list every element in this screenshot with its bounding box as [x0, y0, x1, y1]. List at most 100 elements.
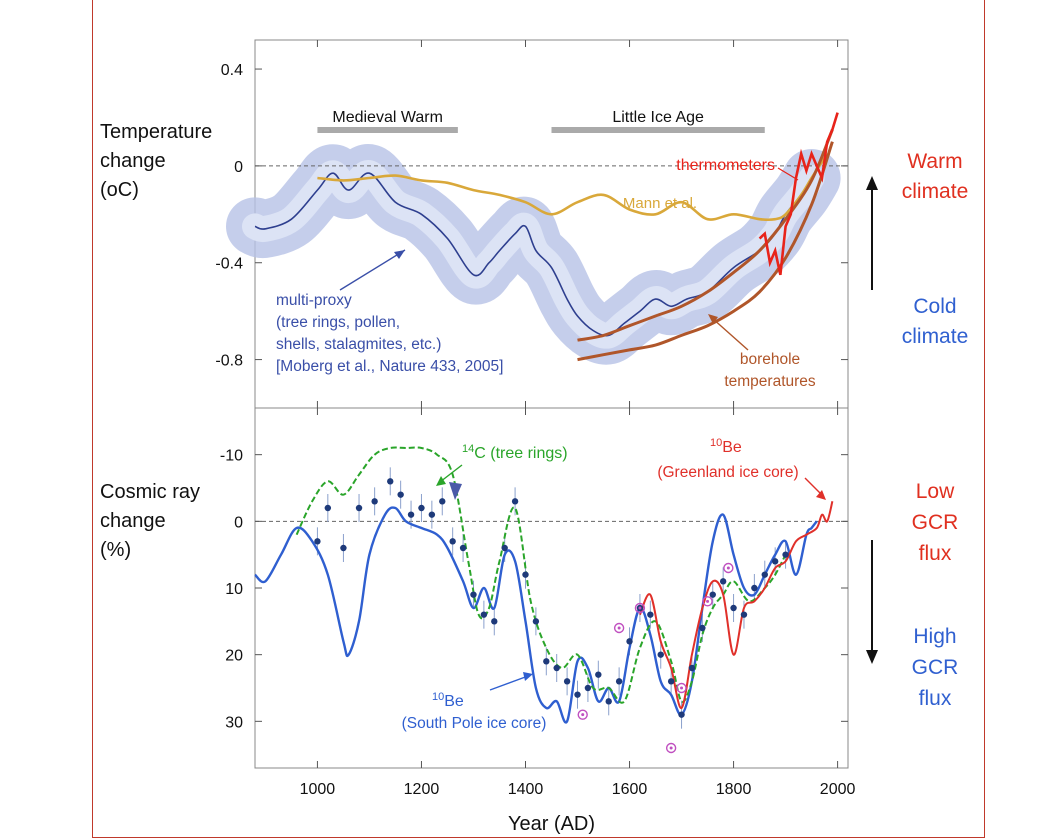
data-point	[771, 558, 779, 565]
top-y-tick-label: 0.4	[221, 62, 243, 79]
x-tick-label: 1800	[716, 781, 752, 798]
top-y-axis-title-line: change	[100, 150, 166, 172]
greenland-arrowhead	[816, 490, 826, 500]
data-point	[418, 504, 425, 512]
labels: Medieval Warm Little Ice Age thermometers M…	[100, 109, 968, 732]
c14-label: 14C (tree rings)	[462, 443, 568, 462]
borehole-line-upper	[577, 129, 834, 342]
data-point	[751, 584, 758, 592]
bottom-y-tick-label: 0	[234, 514, 243, 531]
data-point	[314, 538, 321, 545]
south-pole-pointer	[489, 675, 529, 691]
data-point	[605, 698, 612, 705]
data-point	[543, 658, 550, 665]
multi-proxy-line	[254, 172, 813, 337]
data-point	[678, 711, 685, 718]
bottom-y-tick-label: 30	[225, 714, 243, 731]
low-gcr-label: flux	[919, 542, 952, 565]
data-point	[459, 544, 467, 552]
top-y-axis-title-line: Temperature	[100, 121, 212, 143]
data-point	[511, 498, 519, 505]
x-tick-label: 1200	[404, 781, 440, 798]
x-tick-label: 1000	[300, 781, 336, 798]
magenta-point-center	[669, 746, 673, 750]
data-point	[761, 571, 768, 578]
data-point	[740, 611, 748, 618]
data-point	[387, 478, 394, 485]
data-point	[647, 611, 654, 618]
data-point	[355, 504, 363, 512]
high-gcr-label: High	[913, 625, 956, 648]
bottom-y-tick-label: 10	[225, 581, 243, 598]
data-point	[407, 511, 415, 518]
data-point	[324, 504, 332, 512]
data-point	[782, 551, 789, 558]
magenta-point	[665, 742, 677, 754]
magenta-point-center	[617, 626, 621, 630]
data-point	[522, 571, 529, 578]
c14-point-marker	[449, 482, 462, 500]
low-gcr-label: GCR	[912, 511, 959, 534]
bottom-y-tick-label: -10	[220, 448, 243, 465]
data-point	[709, 591, 716, 598]
top-y-tick-label: -0.4	[215, 256, 243, 273]
data-point	[667, 678, 675, 685]
mann-label: Mann et al.	[623, 195, 697, 212]
greenland-be-source: (Greenland ice core)	[657, 464, 798, 481]
data-point	[595, 671, 602, 678]
south-pole-be-line	[254, 506, 818, 724]
x-tick-label: 1600	[612, 781, 648, 798]
top-y-tick-label: -0.8	[215, 353, 243, 370]
data-point	[371, 498, 378, 505]
south-pole-be-source: (South Pole ice core)	[402, 715, 547, 732]
data-point	[730, 604, 737, 612]
thermometers-line	[758, 112, 839, 276]
bottom-y-tick-label: 20	[225, 648, 243, 665]
thermometers-label: thermometers	[676, 157, 775, 174]
cold-climate-label: climate	[902, 325, 969, 348]
period-label-medieval-warm: Medieval Warm	[332, 109, 443, 126]
multiproxy-label-line: (tree rings, pollen,	[276, 314, 400, 331]
data-point	[480, 611, 488, 618]
x-tick-label: 1400	[508, 781, 544, 798]
magenta-point	[613, 622, 625, 634]
data-point	[574, 691, 581, 698]
multiproxy-pointer	[339, 249, 406, 291]
magenta-point-center	[726, 566, 730, 570]
magenta-point-center	[706, 599, 710, 603]
data-point	[491, 618, 498, 625]
c14-line	[295, 446, 787, 704]
magenta-point-center	[680, 686, 684, 690]
borehole-label-line: temperatures	[724, 373, 816, 390]
figure-frame	[92, 0, 985, 838]
data-point	[657, 651, 664, 658]
greenland-be-label: 10Be	[710, 437, 742, 456]
multiproxy-arrowhead	[394, 250, 405, 259]
warm-climate-label: Warm	[907, 150, 962, 173]
multiproxy-label-line: multi-proxy	[276, 292, 352, 309]
south-pole-arrowhead	[523, 672, 533, 681]
multiproxy-label-line: [Moberg et al., Nature 433, 2005]	[276, 358, 503, 375]
c14-arrowhead	[436, 476, 446, 486]
data-point	[397, 491, 404, 498]
magenta-point	[577, 709, 588, 720]
warm-arrowhead	[866, 176, 878, 190]
high-arrowhead	[866, 650, 878, 664]
bottom-y-axis-title-line: (%)	[100, 539, 131, 561]
data-point	[428, 511, 436, 518]
top-panel	[226, 112, 848, 365]
data-point	[615, 678, 623, 685]
data-point	[501, 544, 508, 552]
top-y-axis-title-line: (oC)	[100, 179, 139, 201]
borehole-line-lower	[577, 141, 834, 362]
axes: 0.4 0 -0.4 -0.8 -10 0 10 20 30 1000 1200 1400 1600 18…	[215, 40, 855, 835]
borehole-arrowhead	[708, 314, 718, 324]
data-point	[699, 624, 706, 632]
high-gcr-label: GCR	[912, 656, 959, 679]
x-tick-label: 2000	[820, 781, 856, 798]
x-axis-title: Year (AD)	[508, 813, 595, 835]
cold-climate-label: Cold	[913, 295, 956, 318]
magenta-point	[702, 596, 713, 607]
magenta-point	[634, 602, 646, 614]
